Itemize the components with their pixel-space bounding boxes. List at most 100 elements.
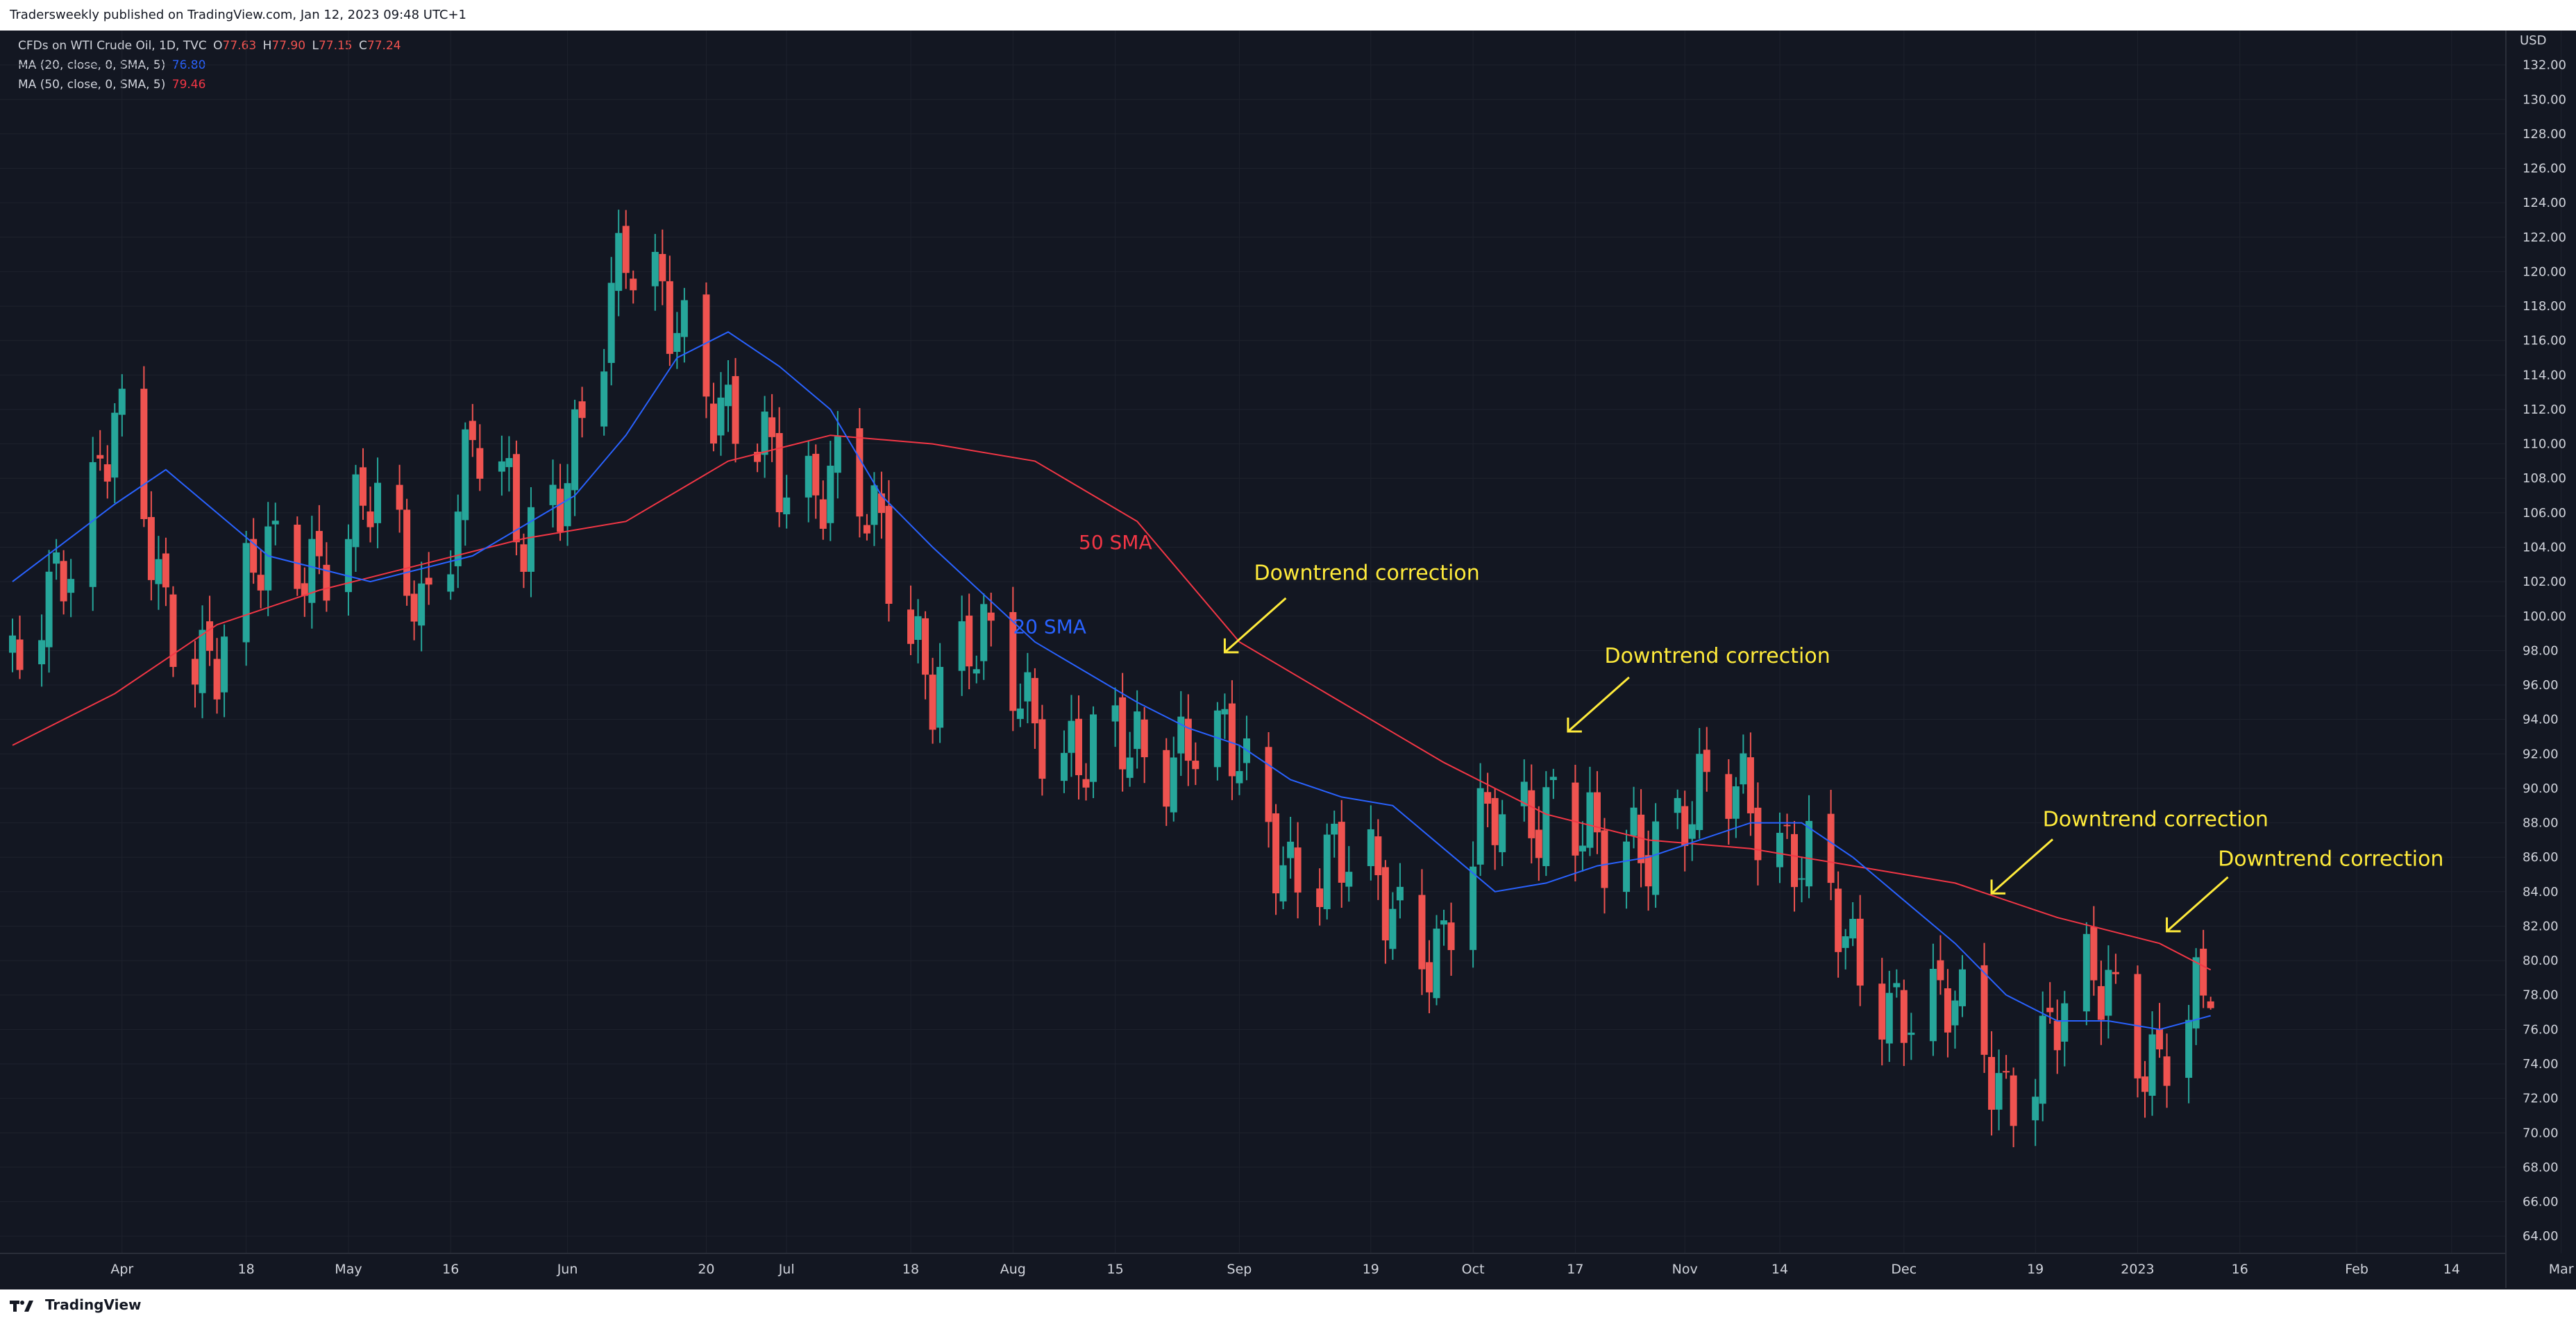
candle bbox=[1630, 786, 1638, 849]
candle bbox=[761, 396, 768, 478]
time-tick-label: Jul bbox=[778, 1262, 795, 1277]
candle-body bbox=[1937, 960, 1944, 981]
candle bbox=[294, 516, 301, 596]
candle-body bbox=[2156, 1029, 2164, 1050]
candle bbox=[600, 348, 608, 436]
candle-body bbox=[16, 639, 24, 670]
candle bbox=[1674, 789, 1681, 829]
candle-body bbox=[1192, 761, 1199, 770]
price-tick-label: 90.00 bbox=[2523, 781, 2559, 796]
candle-body bbox=[680, 300, 688, 337]
price-chart[interactable]: 50 SMA 20 SMA Downtrend correction Downtren… bbox=[0, 31, 2576, 1289]
candle bbox=[1287, 817, 1295, 879]
candle-body bbox=[323, 564, 330, 601]
candle bbox=[192, 641, 199, 708]
candle bbox=[732, 357, 739, 463]
candle-body bbox=[1090, 714, 1097, 782]
legend-symbol-line[interactable]: CFDs on WTI Crude Oil, 1D, TVC O77.63 H7… bbox=[18, 36, 401, 56]
candle bbox=[1177, 691, 1185, 776]
candle-body bbox=[301, 583, 308, 596]
legend-ma50-line[interactable]: MA (50, close, 0, SMA, 5) 79.46 bbox=[18, 75, 401, 94]
candle-body bbox=[1805, 820, 1813, 887]
candle bbox=[1265, 731, 1272, 848]
candle bbox=[425, 552, 432, 605]
price-tick-label: 100.00 bbox=[2523, 609, 2566, 624]
candle bbox=[1184, 694, 1192, 786]
arrow-icon bbox=[1567, 676, 1630, 733]
price-tick-label: 88.00 bbox=[2523, 816, 2559, 831]
price-tick-label: 116.00 bbox=[2523, 334, 2566, 348]
candle-body bbox=[1184, 718, 1192, 761]
candle-body bbox=[1528, 790, 1535, 838]
legend-low: 77.15 bbox=[318, 39, 353, 53]
candle bbox=[242, 531, 250, 666]
price-tick-label: 120.00 bbox=[2523, 264, 2566, 279]
candle bbox=[45, 550, 53, 673]
candle bbox=[578, 387, 586, 438]
candle bbox=[476, 424, 484, 491]
candle-body bbox=[885, 505, 893, 604]
candle-body bbox=[717, 397, 725, 436]
candle-body bbox=[462, 429, 469, 521]
candle bbox=[907, 585, 915, 656]
candle-body bbox=[359, 467, 367, 506]
candle-body bbox=[1995, 1073, 2003, 1110]
candle-body bbox=[1345, 872, 1353, 887]
candle bbox=[418, 561, 426, 652]
candle bbox=[607, 257, 615, 386]
candle-body bbox=[819, 499, 827, 529]
candle bbox=[505, 436, 513, 492]
candle bbox=[1433, 915, 1440, 1006]
price-axis[interactable]: 64.00 66.00 68.00 70.00 72.00 74.00 76.00 78.00… bbox=[2520, 33, 2566, 1244]
price-tick-label: 96.00 bbox=[2523, 678, 2559, 693]
candle bbox=[462, 422, 469, 546]
time-axis[interactable]: Apr 18 May 16 Jun 20 Jul 18 Aug 15 Sep 19 Oct 17 Nov 14… bbox=[110, 1262, 2576, 1277]
candle-body bbox=[732, 375, 739, 444]
candle bbox=[1937, 935, 1944, 995]
candle-body bbox=[1688, 824, 1696, 839]
candle bbox=[1776, 812, 1783, 883]
candle bbox=[966, 593, 973, 690]
candle bbox=[1827, 789, 1835, 900]
candle-body bbox=[221, 636, 228, 693]
price-tick-label: 102.00 bbox=[2523, 575, 2566, 589]
candle-body bbox=[1082, 779, 1090, 788]
candle-body bbox=[403, 509, 411, 596]
arrow-head bbox=[1223, 638, 1239, 654]
candle bbox=[410, 580, 418, 641]
candle bbox=[1140, 707, 1148, 784]
candle bbox=[622, 210, 630, 289]
candle-body bbox=[1016, 708, 1024, 719]
price-tick-label: 66.00 bbox=[2523, 1195, 2559, 1210]
candle-body bbox=[1586, 792, 1594, 848]
time-tick-label: 14 bbox=[2443, 1262, 2460, 1277]
candle bbox=[1842, 929, 1849, 970]
time-tick-label: 14 bbox=[1771, 1262, 1788, 1277]
candle-body bbox=[768, 417, 776, 437]
candle bbox=[1228, 680, 1236, 800]
time-tick-label: Feb bbox=[2345, 1262, 2368, 1277]
time-tick-label: Oct bbox=[1462, 1262, 1485, 1277]
candle-body bbox=[1893, 983, 1901, 988]
arrow-head bbox=[1567, 718, 1582, 733]
candle bbox=[155, 536, 162, 610]
price-tick-label: 112.00 bbox=[2523, 403, 2566, 417]
candle bbox=[1754, 782, 1762, 886]
candle-body bbox=[827, 466, 834, 523]
candle-body bbox=[418, 583, 426, 626]
candle-body bbox=[2112, 972, 2119, 974]
candle bbox=[571, 399, 579, 516]
candle bbox=[1111, 687, 1119, 747]
candle-body bbox=[1323, 834, 1331, 910]
ma20-label: 20 SMA bbox=[1013, 616, 1086, 638]
candle bbox=[1338, 799, 1345, 908]
candle bbox=[702, 282, 710, 418]
candle-body bbox=[242, 543, 250, 643]
candle-body bbox=[1885, 992, 1893, 1044]
candle bbox=[717, 372, 725, 456]
candle bbox=[60, 550, 67, 615]
candle-body bbox=[1900, 990, 1908, 1043]
time-tick-label: Jun bbox=[557, 1262, 578, 1277]
price-tick-label: 114.00 bbox=[2523, 368, 2566, 382]
candle bbox=[1075, 695, 1082, 800]
